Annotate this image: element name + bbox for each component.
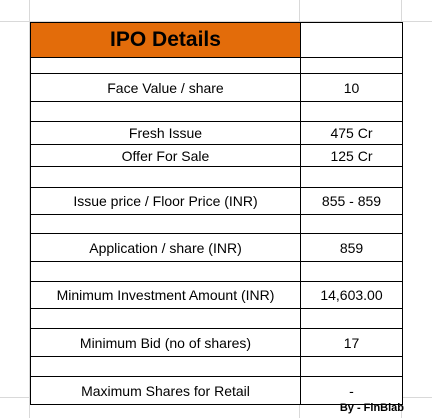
title-row: IPO Details — [30, 22, 403, 58]
value-cell[interactable] — [300, 101, 403, 122]
label-cell[interactable]: Minimum Bid (no of shares) — [30, 328, 301, 357]
table-row — [30, 308, 403, 329]
value-cell[interactable] — [300, 166, 403, 188]
label-cell[interactable] — [30, 101, 301, 122]
table-row: Offer For Sale 125 Cr — [30, 144, 403, 167]
value-cell[interactable]: 14,603.00 — [300, 281, 403, 309]
label-cell[interactable] — [30, 356, 301, 377]
value-cell[interactable] — [300, 308, 403, 329]
table-row — [30, 166, 403, 188]
value-cell[interactable]: 17 — [300, 328, 403, 357]
ipo-details-table: IPO Details Face Value / share 10 Fresh … — [30, 22, 403, 405]
label-cell[interactable]: Minimum Investment Amount (INR) — [30, 281, 301, 309]
label-cell[interactable]: Application / share (INR) — [30, 233, 301, 262]
value-cell[interactable]: 859 — [300, 233, 403, 262]
label-cell[interactable] — [30, 308, 301, 329]
label-cell[interactable] — [30, 57, 301, 74]
label-cell[interactable]: Fresh Issue — [30, 121, 301, 145]
value-cell[interactable]: 475 Cr — [300, 121, 403, 145]
table-row — [30, 101, 403, 122]
value-cell[interactable] — [300, 356, 403, 377]
label-cell[interactable]: Face Value / share — [30, 73, 301, 102]
table-row — [30, 261, 403, 282]
footer-credit: By - FinBlab — [339, 402, 404, 414]
value-cell[interactable] — [300, 261, 403, 282]
table-row: Maximum Shares for Retail - — [30, 376, 403, 405]
table-row: Fresh Issue 475 Cr — [30, 121, 403, 145]
label-cell[interactable]: Offer For Sale — [30, 144, 301, 167]
table-row: Application / share (INR) 859 — [30, 233, 403, 262]
table-row: Face Value / share 10 — [30, 73, 403, 102]
value-cell[interactable]: - — [300, 376, 403, 405]
gridline — [0, 21, 432, 22]
title-cell[interactable]: IPO Details — [30, 22, 301, 58]
value-cell[interactable]: 855 - 859 — [300, 187, 403, 215]
table-row: Minimum Bid (no of shares) 17 — [30, 328, 403, 357]
gridline — [29, 0, 30, 418]
table-row: Issue price / Floor Price (INR) 855 - 85… — [30, 187, 403, 215]
value-cell[interactable] — [300, 214, 403, 234]
title-value-cell[interactable] — [300, 22, 403, 58]
label-cell[interactable] — [30, 261, 301, 282]
table-row — [30, 57, 403, 74]
table-row: Minimum Investment Amount (INR) 14,603.0… — [30, 281, 403, 309]
table-row — [30, 356, 403, 377]
label-cell[interactable]: Issue price / Floor Price (INR) — [30, 187, 301, 215]
value-cell[interactable] — [300, 57, 403, 74]
label-cell[interactable] — [30, 214, 301, 234]
label-cell[interactable] — [30, 166, 301, 188]
label-cell[interactable]: Maximum Shares for Retail — [30, 376, 301, 405]
value-cell[interactable]: 125 Cr — [300, 144, 403, 167]
value-cell[interactable]: 10 — [300, 73, 403, 102]
table-row — [30, 214, 403, 234]
